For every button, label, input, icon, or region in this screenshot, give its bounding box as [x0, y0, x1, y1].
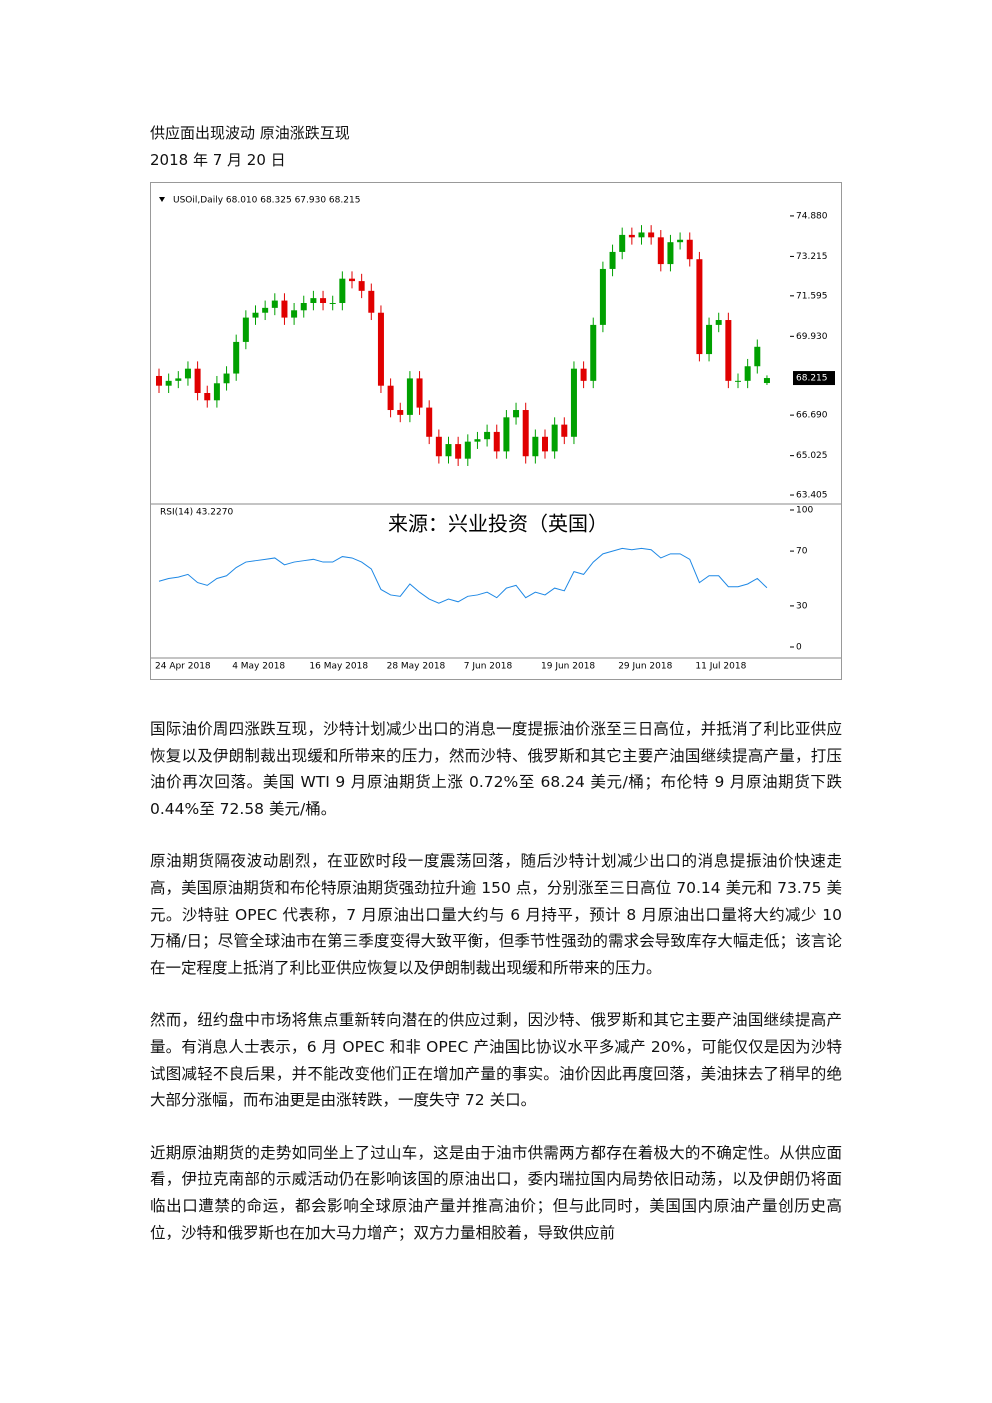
candle-body [377, 312, 384, 386]
candle-body [638, 232, 645, 238]
chart-legend: USOil,Daily 68.010 68.325 67.930 68.215 [173, 196, 360, 206]
doc-title: 供应面出现波动 原油涨跌互现 [150, 124, 350, 142]
x-tick-label: 11 Jul 2018 [695, 662, 746, 672]
candle-body [194, 368, 201, 393]
candle-body [445, 444, 452, 457]
candle-body [426, 407, 433, 437]
doc-date: 2018 年 7 月 20 日 [150, 151, 286, 169]
candle-body [599, 268, 606, 325]
candle-body [387, 385, 394, 411]
x-tick-label: 16 May 2018 [309, 662, 368, 672]
candle-body [657, 237, 664, 265]
body-text: 国际油价周四涨跌互现，沙特计划减少出口的消息一度提振油价涨至三日高位，并抵消了利… [150, 716, 842, 1272]
candle-body [252, 312, 259, 318]
candle-body [725, 320, 732, 381]
x-tick-label: 29 Jun 2018 [618, 662, 672, 672]
y-tick-label: 71.595 [796, 291, 828, 301]
candle-body [763, 378, 770, 384]
candle-body [590, 324, 597, 381]
candle-body [696, 259, 703, 355]
candle-body [628, 234, 635, 238]
watermark: 来源：兴业投资（英国） [388, 512, 608, 536]
candle-body [281, 300, 288, 318]
y-tick-label: 74.880 [796, 211, 828, 221]
candle-body [329, 303, 336, 304]
candle-body [213, 383, 220, 401]
price-tag: 68.215 [796, 374, 828, 384]
legend-arrow [159, 197, 165, 202]
candle-body [474, 439, 481, 442]
candle-body [686, 239, 693, 260]
candle-body [262, 307, 269, 313]
candle-body [522, 410, 529, 457]
candle-body [715, 320, 722, 325]
candle-body [580, 368, 587, 381]
paragraph: 然而，纽约盘中市场将焦点重新转向潜在的供应过剩，因沙特、俄罗斯和其它主要产油国继… [150, 1011, 842, 1110]
candle-body [223, 373, 230, 384]
rsi-tick-label: 100 [796, 506, 813, 516]
candle-body [667, 242, 674, 265]
candle-body [561, 424, 568, 437]
candle-body [464, 441, 471, 459]
candle-body [484, 431, 491, 440]
rsi-line [158, 547, 768, 604]
candle-body [233, 341, 240, 374]
candle-body [242, 317, 249, 342]
y-tick-label: 73.215 [796, 252, 828, 262]
candle-body [358, 281, 365, 291]
paragraph: 原油期货隔夜波动剧烈，在亚欧时段一度震荡回落，随后沙特计划减少出口的消息提振油价… [150, 852, 842, 977]
chart: USOil,Daily 68.010 68.325 67.930 68.215 … [150, 182, 842, 680]
candle-body [735, 380, 741, 382]
paragraph: 国际油价周四涨跌互现，沙特计划减少出口的消息一度提振油价涨至三日高位，并抵消了利… [150, 720, 842, 818]
candle-body [754, 346, 761, 367]
rsi-tick-label: 0 [796, 643, 802, 653]
candle-body [349, 278, 355, 282]
candle-body [619, 234, 626, 252]
candle-body [706, 324, 713, 355]
candle-body [609, 251, 616, 269]
candle-body [416, 378, 423, 408]
candle-body [570, 368, 577, 437]
rsi-tick-label: 30 [796, 601, 808, 611]
candle-body [397, 410, 404, 415]
price-tag-box [793, 371, 835, 386]
rsi-label: RSI(14) 43.2270 [160, 508, 233, 518]
x-tick-label: 19 Jun 2018 [541, 662, 595, 672]
candle-body [300, 303, 307, 311]
candle-body [184, 368, 191, 379]
y-tick-label: 63.405 [796, 491, 828, 501]
candle-body [648, 232, 655, 238]
candle-body [310, 298, 317, 303]
y-tick-label: 66.690 [796, 411, 828, 421]
candle-body [175, 378, 182, 381]
candle-body [339, 278, 346, 303]
candle-body [165, 380, 172, 386]
y-tick-label: 69.930 [796, 332, 828, 342]
candle-body [744, 366, 751, 381]
candle-body [271, 300, 278, 308]
y-tick-label: 65.025 [796, 451, 828, 461]
candle-body [542, 436, 548, 452]
candle-body [320, 298, 327, 303]
candle-body [677, 239, 684, 243]
candle-body [503, 417, 510, 452]
candle-body [435, 436, 442, 457]
candle-body [406, 378, 413, 415]
x-tick-label: 24 Apr 2018 [155, 662, 211, 672]
candle-body [551, 424, 558, 452]
candle-body [513, 410, 520, 418]
candle-body [493, 431, 500, 452]
x-tick-label: 28 May 2018 [387, 662, 446, 672]
candle-body [156, 375, 162, 386]
candle-body [532, 436, 539, 457]
candle-body [455, 444, 462, 459]
candle-body [204, 393, 211, 401]
x-tick-label: 7 Jun 2018 [464, 662, 513, 672]
x-tick-label: 4 May 2018 [232, 662, 285, 672]
candle-body [368, 290, 375, 313]
paragraph: 近期原油期货的走势如同坐上了过山车，这是由于油市供需两方都存在着极大的不确定性。… [150, 1143, 842, 1242]
candle-body [291, 310, 298, 318]
rsi-tick-label: 70 [796, 547, 808, 557]
